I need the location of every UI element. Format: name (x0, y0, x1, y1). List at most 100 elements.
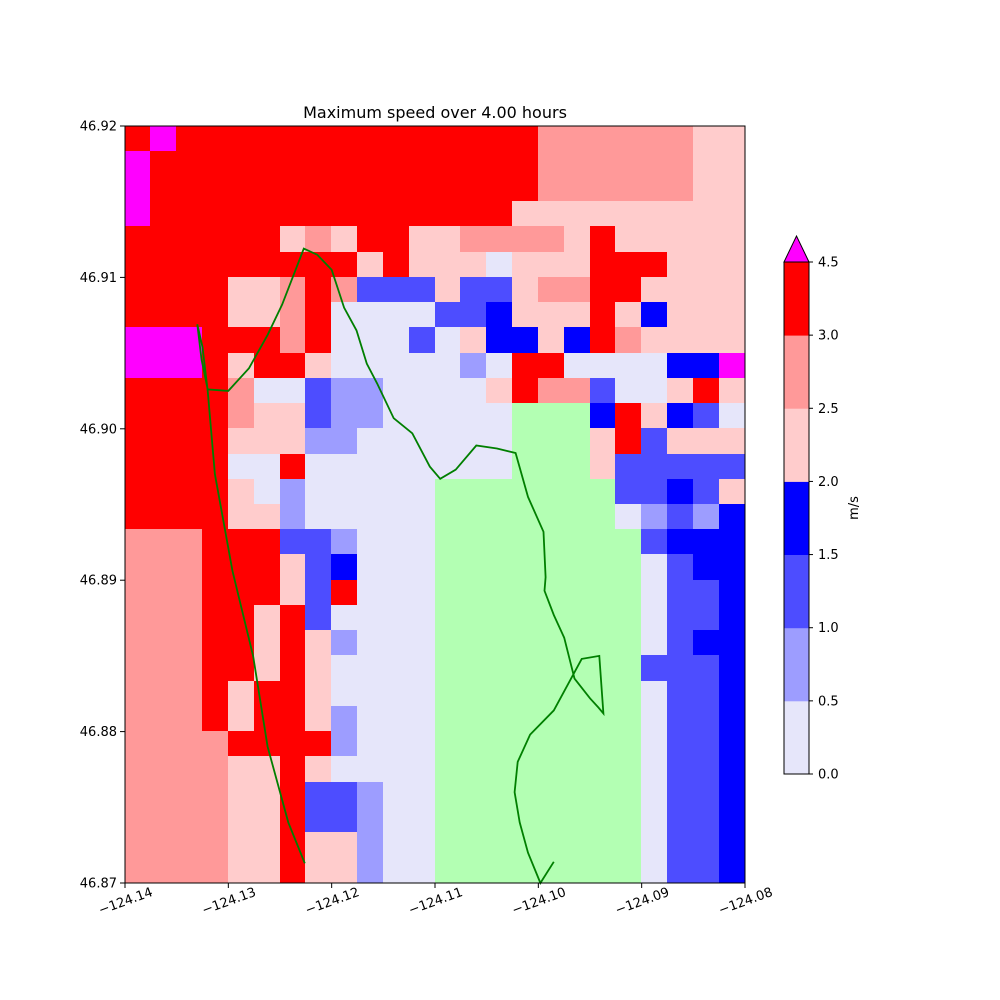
heatmap-cell (202, 151, 229, 177)
heatmap-cell (693, 580, 720, 606)
heatmap-cell (693, 832, 720, 858)
heatmap-cell (228, 832, 255, 858)
heatmap-cell (719, 782, 746, 808)
heatmap-cell (538, 782, 565, 808)
heatmap-cell (435, 630, 461, 656)
heatmap-cell (280, 681, 306, 707)
heatmap-cell (305, 630, 332, 656)
heatmap-cell (719, 756, 746, 783)
heatmap-cell (615, 681, 642, 707)
heatmap-cell (590, 126, 616, 152)
heatmap-cell (125, 655, 151, 682)
heatmap-cell (486, 378, 513, 404)
colorbar-tick-label: 1.0 (818, 621, 839, 636)
heatmap-cell (202, 857, 229, 884)
heatmap-cell (202, 176, 229, 202)
heatmap-cell (512, 807, 539, 833)
heatmap-cell (435, 201, 461, 227)
heatmap-cell (460, 428, 487, 455)
heatmap-cell (641, 706, 668, 732)
heatmap-cell (641, 151, 668, 177)
heatmap-cell (357, 554, 384, 581)
heatmap-cell (280, 428, 306, 455)
heatmap-cell (409, 655, 436, 682)
heatmap-cell (564, 807, 591, 833)
heatmap-cell (590, 454, 616, 480)
heatmap-cell (331, 327, 358, 354)
colorbar-tick-label: 0.0 (818, 768, 839, 783)
heatmap-cell (305, 378, 332, 404)
heatmap-cell (409, 554, 436, 581)
heatmap-cell (280, 226, 306, 253)
heatmap-cell (564, 252, 591, 278)
heatmap-cell (357, 529, 384, 555)
heatmap-cell (693, 554, 720, 581)
coastline-contour (196, 247, 605, 885)
heatmap-cell (693, 151, 720, 177)
colorbar-band (784, 627, 809, 702)
heatmap-cell (719, 151, 746, 177)
heatmap-cell (409, 126, 436, 152)
heatmap-cell (486, 428, 513, 455)
heatmap-cell (435, 226, 461, 253)
heatmap-cell (280, 378, 306, 404)
heatmap-cell (383, 252, 410, 278)
heatmap-cell (435, 807, 461, 833)
heatmap-cell (280, 782, 306, 808)
heatmap-cell (125, 378, 151, 404)
heatmap-cell (693, 681, 720, 707)
heatmap-cell (641, 807, 668, 833)
heatmap-cell (460, 756, 487, 783)
heatmap-cell (357, 807, 384, 833)
heatmap-cell (150, 529, 177, 555)
heatmap-cell (383, 327, 410, 354)
heatmap-cell (228, 756, 255, 783)
heatmap-cell (202, 731, 229, 757)
heatmap-cell (305, 782, 332, 808)
heatmap-cell (435, 756, 461, 783)
heatmap-cell (305, 529, 332, 555)
heatmap-cell (150, 353, 177, 379)
heatmap-cell (693, 504, 720, 530)
heatmap-cell (305, 403, 332, 429)
heatmap-cell (486, 403, 513, 429)
colorbar-label: m/s (847, 496, 862, 520)
heatmap-cell (564, 378, 591, 404)
heatmap-cell (719, 504, 746, 530)
heatmap-cell (176, 378, 203, 404)
heatmap-cell (125, 302, 151, 328)
heatmap-cell (512, 706, 539, 732)
heatmap-cell (280, 151, 306, 177)
heatmap-cell (228, 126, 255, 152)
heatmap-cell (383, 782, 410, 808)
heatmap-cell (357, 252, 384, 278)
heatmap-cell (564, 226, 591, 253)
heatmap-cell (693, 226, 720, 253)
heatmap-cell (383, 302, 410, 328)
heatmap-cell (254, 479, 281, 505)
heatmap-cell (409, 782, 436, 808)
heatmap-cell (125, 277, 151, 303)
heatmap-cell (693, 756, 720, 783)
heatmap-cell (125, 327, 151, 354)
heatmap-cell (357, 857, 384, 884)
heatmap-cell (719, 706, 746, 732)
heatmap-cell (383, 655, 410, 682)
x-tick-label: −124.08 (717, 885, 775, 918)
heatmap-cell (667, 353, 694, 379)
heatmap-cell (512, 428, 539, 455)
colorbar-tick-label: 3.0 (818, 329, 839, 344)
heatmap-cell (280, 479, 306, 505)
heatmap-cell (435, 353, 461, 379)
heatmap-cell (486, 756, 513, 783)
heatmap-cell (512, 454, 539, 480)
heatmap-cell (254, 504, 281, 530)
heatmap-cell (357, 655, 384, 682)
heatmap-cell (357, 731, 384, 757)
heatmap-cell (512, 302, 539, 328)
heatmap-cell (150, 504, 177, 530)
heatmap-cell (693, 428, 720, 455)
heatmap-cell (150, 327, 177, 354)
heatmap-cell (667, 428, 694, 455)
heatmap-cell (202, 580, 229, 606)
